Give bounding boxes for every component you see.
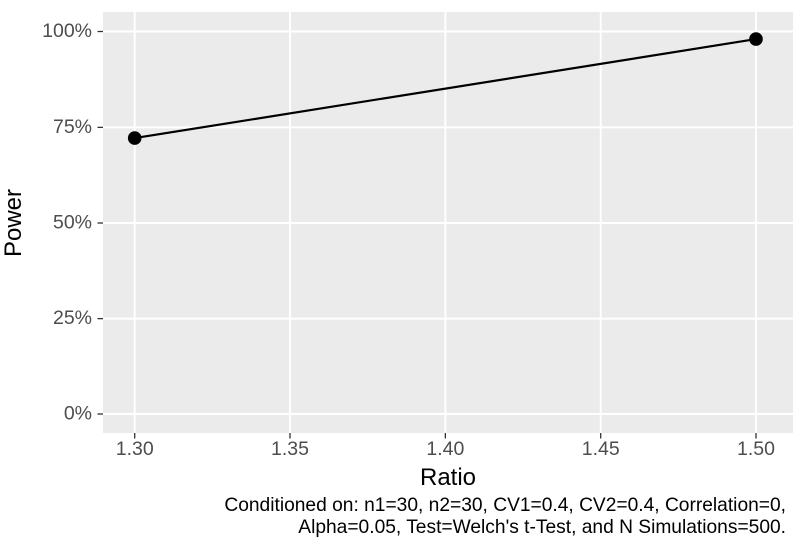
svg-text:Power: Power <box>0 189 27 257</box>
svg-text:1.35: 1.35 <box>271 438 309 460</box>
svg-text:1.50: 1.50 <box>737 438 775 460</box>
svg-text:1.30: 1.30 <box>116 438 154 460</box>
svg-text:100%: 100% <box>42 20 92 42</box>
svg-text:Ratio: Ratio <box>420 464 476 491</box>
svg-text:1.40: 1.40 <box>426 438 464 460</box>
svg-text:0%: 0% <box>64 403 92 425</box>
svg-text:Alpha=0.05, Test=Welch's t-Tes: Alpha=0.05, Test=Welch's t-Test, and N S… <box>298 517 786 538</box>
svg-text:50%: 50% <box>53 212 92 234</box>
svg-text:75%: 75% <box>53 116 92 138</box>
svg-text:Conditioned on: n1=30, n2=30,: Conditioned on: n1=30, n2=30, CV1=0.4, C… <box>224 495 786 516</box>
svg-text:25%: 25% <box>53 307 92 329</box>
svg-text:1.45: 1.45 <box>582 438 620 460</box>
